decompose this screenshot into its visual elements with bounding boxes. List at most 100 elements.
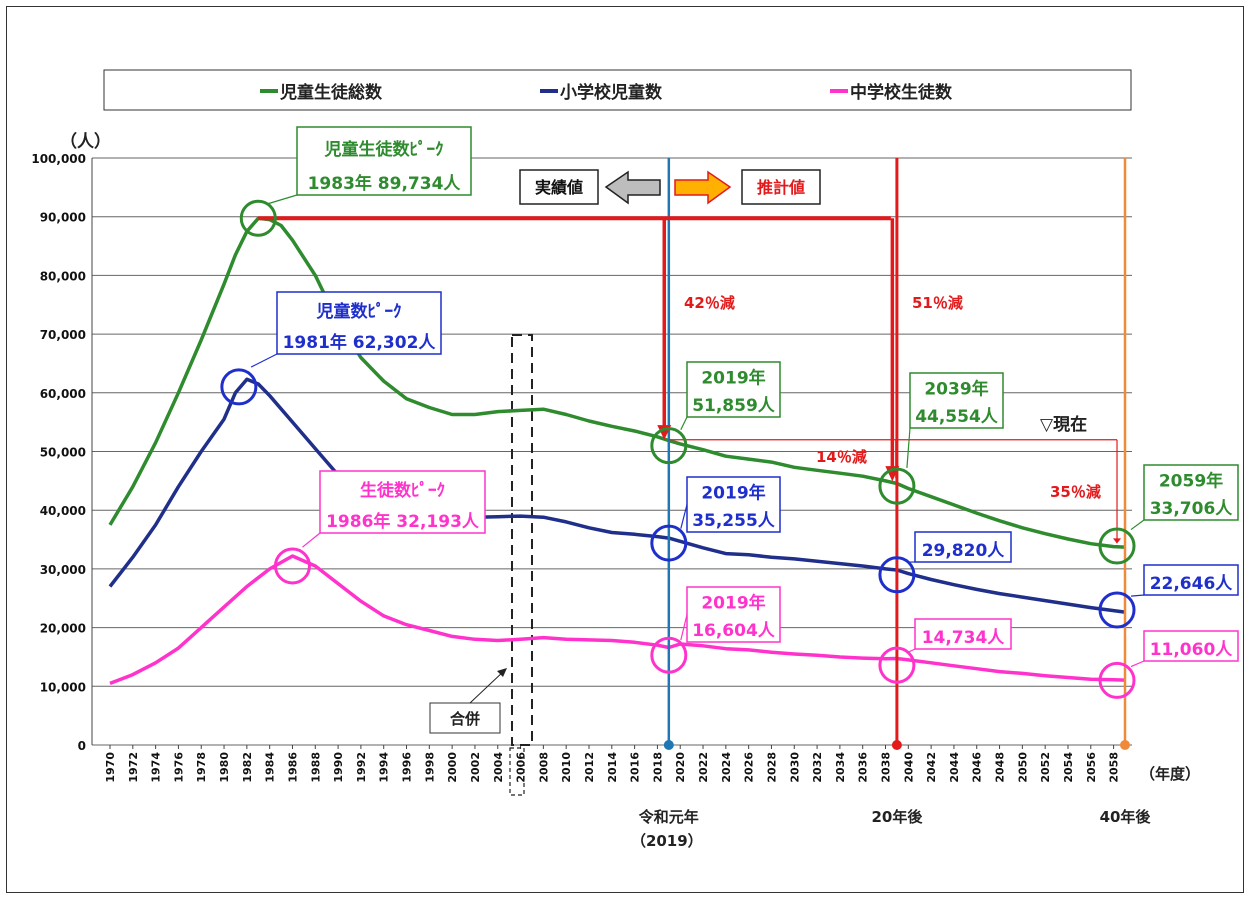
x-tick-label: 2028 <box>765 752 778 783</box>
x-tick-label: 2058 <box>1108 752 1121 783</box>
x-tick-label: 2034 <box>834 752 847 783</box>
callout-elem-peak-text: 児童数ﾋﾟｰｸ <box>316 301 402 322</box>
callout-total-2019-text: 2019年 <box>701 368 765 389</box>
callout-total-peak-box <box>296 126 472 196</box>
legend-label: 小学校児童数 <box>560 82 663 103</box>
callout-total-peak-text: 児童生徒数ﾋﾟｰｸ <box>324 139 444 160</box>
y-tick-label: 0 <box>78 739 86 753</box>
x-tick-label: 2044 <box>948 752 961 783</box>
ring-total-2019 <box>650 427 688 465</box>
ring-junior-2059 <box>1098 661 1136 699</box>
callout-junior-peak-text: 1986年 32,193人 <box>326 511 480 532</box>
y-tick-label: 50,000 <box>40 446 86 460</box>
ring-elem-2039 <box>878 556 916 594</box>
callout-total-2019-box <box>686 361 781 418</box>
callout-junior-peak-text: 生徒数ﾋﾟｰｸ <box>360 480 445 501</box>
callout-total-peak-text: 1983年 89,734人 <box>308 173 462 194</box>
x-tick-label: 2000 <box>446 752 459 783</box>
actual-arrow <box>604 170 661 205</box>
callout-junior-2059-box <box>1143 630 1239 662</box>
x-tick-label: 2046 <box>971 752 984 783</box>
x-tick-label: 2014 <box>606 752 619 783</box>
decrease-42-label: 42％減 <box>684 294 735 312</box>
y-tick-label: 100,000 <box>31 152 86 166</box>
callout-junior-2019-text: 2019年 <box>701 593 765 614</box>
x-tick-label: 2012 <box>583 752 596 783</box>
ring-elem-2019 <box>650 524 688 562</box>
x-tick-label: 1976 <box>172 752 185 783</box>
arrow-35-head <box>1113 538 1122 544</box>
callout-elem-2039-box <box>914 531 1012 563</box>
x-tick-label: 2048 <box>994 752 1007 783</box>
callout-total-2059-box <box>1143 464 1239 521</box>
reference-label: 20年後 <box>871 808 923 826</box>
x-tick-label: 2006 <box>515 752 528 783</box>
x-tick-label: 2018 <box>651 752 664 783</box>
callout-junior-peak-pointer <box>302 532 321 548</box>
x-tick-label: 2010 <box>560 752 573 783</box>
callout-elem-2019-text: 35,255人 <box>692 511 776 531</box>
ring-junior-peak <box>273 547 311 585</box>
ring-junior-2019 <box>650 636 688 674</box>
callout-elem-peak-box <box>276 291 442 355</box>
x-tick-label: 1998 <box>423 752 436 783</box>
x-tick-label: 1970 <box>104 752 117 783</box>
callout-elem-2019-pointer <box>680 504 688 529</box>
merger-pointer-head <box>497 668 507 677</box>
x-tick-label: 2024 <box>720 752 733 783</box>
x-tick-label: 2032 <box>811 752 824 783</box>
callout-total-2019-text: 51,859人 <box>692 396 776 416</box>
x-tick-label: 2052 <box>1039 752 1052 783</box>
callout-total-2019-pointer <box>680 416 688 431</box>
y-tick-label: 30,000 <box>40 563 86 577</box>
y-axis-unit: （人） <box>60 131 111 152</box>
series-line <box>108 377 1126 614</box>
callout-junior-2059-pointer <box>1130 660 1145 668</box>
ring-total-2059 <box>1098 527 1136 565</box>
now-label: ▽現在 <box>1040 414 1087 435</box>
callout-elem-2059-text: 22,646人 <box>1150 574 1234 594</box>
x-tick-label: 2030 <box>788 752 801 783</box>
decrease-51-label: 51％減 <box>912 294 963 312</box>
x-tick-label: 1978 <box>195 752 208 783</box>
chart-frame <box>6 6 1244 893</box>
decrease-14-label: 14％減 <box>816 448 867 466</box>
x-tick-label: 2036 <box>857 752 870 783</box>
callout-junior-peak-box <box>319 470 486 534</box>
x-tick-label: 1984 <box>264 752 277 783</box>
x-tick-label: 1986 <box>286 752 299 783</box>
reference-sublabel: （2019） <box>631 832 703 850</box>
x-tick-label: 1980 <box>218 752 231 783</box>
callout-total-2039-pointer <box>906 427 911 468</box>
reference-dot <box>663 740 674 750</box>
ring-total-peak <box>239 199 277 237</box>
x-tick-label: 2042 <box>925 752 938 783</box>
callout-elem-2039-text: 29,820人 <box>922 541 1006 561</box>
estimate-label-box <box>741 169 821 205</box>
ring-elem-peak <box>220 368 258 406</box>
callout-total-2039-text: 2039年 <box>924 379 988 400</box>
callout-total-2039-text: 44,554人 <box>915 407 999 427</box>
estimate-label: 推計値 <box>757 178 805 197</box>
merger-label-box <box>429 702 501 734</box>
callout-total-peak-pointer <box>266 194 298 205</box>
callout-elem-peak-text: 1981年 62,302人 <box>283 332 437 353</box>
series-line <box>109 554 1126 686</box>
callout-junior-2039-text: 14,734人 <box>922 628 1006 648</box>
y-tick-label: 80,000 <box>40 269 86 283</box>
x-tick-label: 2050 <box>1016 752 1029 783</box>
x-tick-label: 1992 <box>355 752 368 783</box>
x-tick-label: 1974 <box>150 752 163 783</box>
x-tick-label: 1972 <box>127 752 140 783</box>
callout-elem-2059-pointer <box>1130 594 1145 597</box>
callout-total-2059-text: 2059年 <box>1159 471 1223 492</box>
callout-total-2039-box <box>909 372 1004 429</box>
x-tick-label: 1990 <box>332 752 345 783</box>
ring-junior-2039 <box>878 646 916 684</box>
y-tick-label: 20,000 <box>40 622 86 636</box>
callout-elem-2059-box <box>1143 564 1239 596</box>
x-tick-label: 2026 <box>743 752 756 783</box>
callout-junior-2019-pointer <box>680 614 688 641</box>
reference-dot <box>891 740 902 750</box>
